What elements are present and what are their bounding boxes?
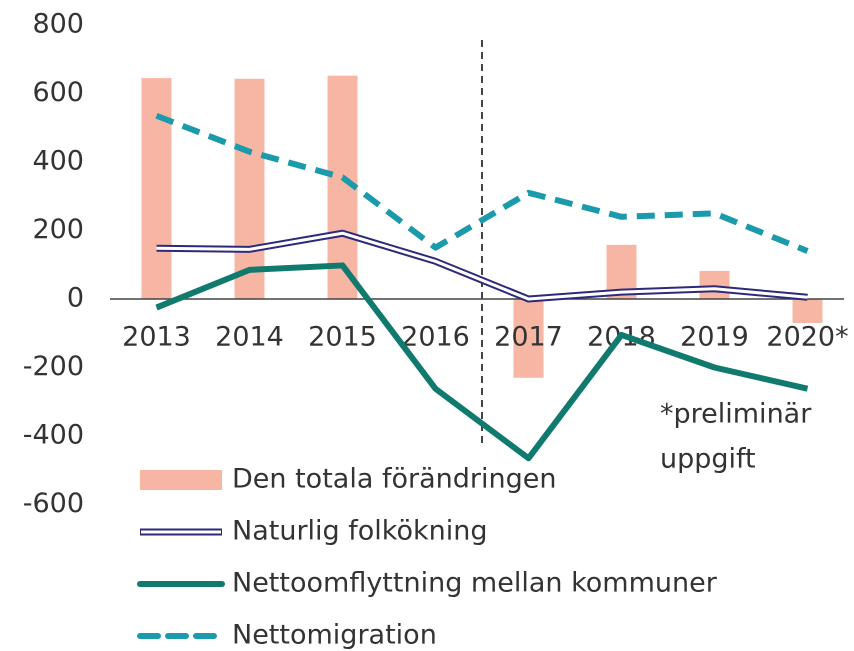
y-tick-label: -400 [23,420,84,451]
legend-label: Nettoomflyttning mellan kommuner [232,568,718,599]
bar [513,299,544,378]
annotation: *preliminär [660,399,812,430]
bar [699,270,730,299]
line-inner [156,231,808,301]
legend-label: Den totala förändringen [232,464,556,495]
x-tick-label: 2016 [401,322,470,353]
bar [792,299,823,323]
legend-swatch [140,470,222,490]
y-tick-label: 0 [67,283,84,314]
x-tick-label: 2014 [215,322,284,353]
x-tick-label: 2020* [766,322,848,353]
y-tick-label: 400 [32,146,84,177]
x-tick-label: 2015 [308,322,377,353]
bar [234,78,265,300]
y-tick-label: 200 [32,214,84,245]
x-tick-label: 2017 [494,322,563,353]
y-tick-label: -600 [23,488,84,519]
line [155,262,809,462]
bar [141,78,172,300]
legend-label: Nettomigration [232,620,437,651]
annotation: uppgift [660,444,756,475]
y-tick-label: 600 [32,77,84,108]
y-tick-label: -200 [23,351,84,382]
line [155,112,809,254]
legend-label: Naturlig folkökning [232,516,488,547]
x-tick-label: 2019 [680,322,749,353]
x-tick-label: 2013 [122,322,191,353]
y-tick-label: 800 [32,9,84,40]
